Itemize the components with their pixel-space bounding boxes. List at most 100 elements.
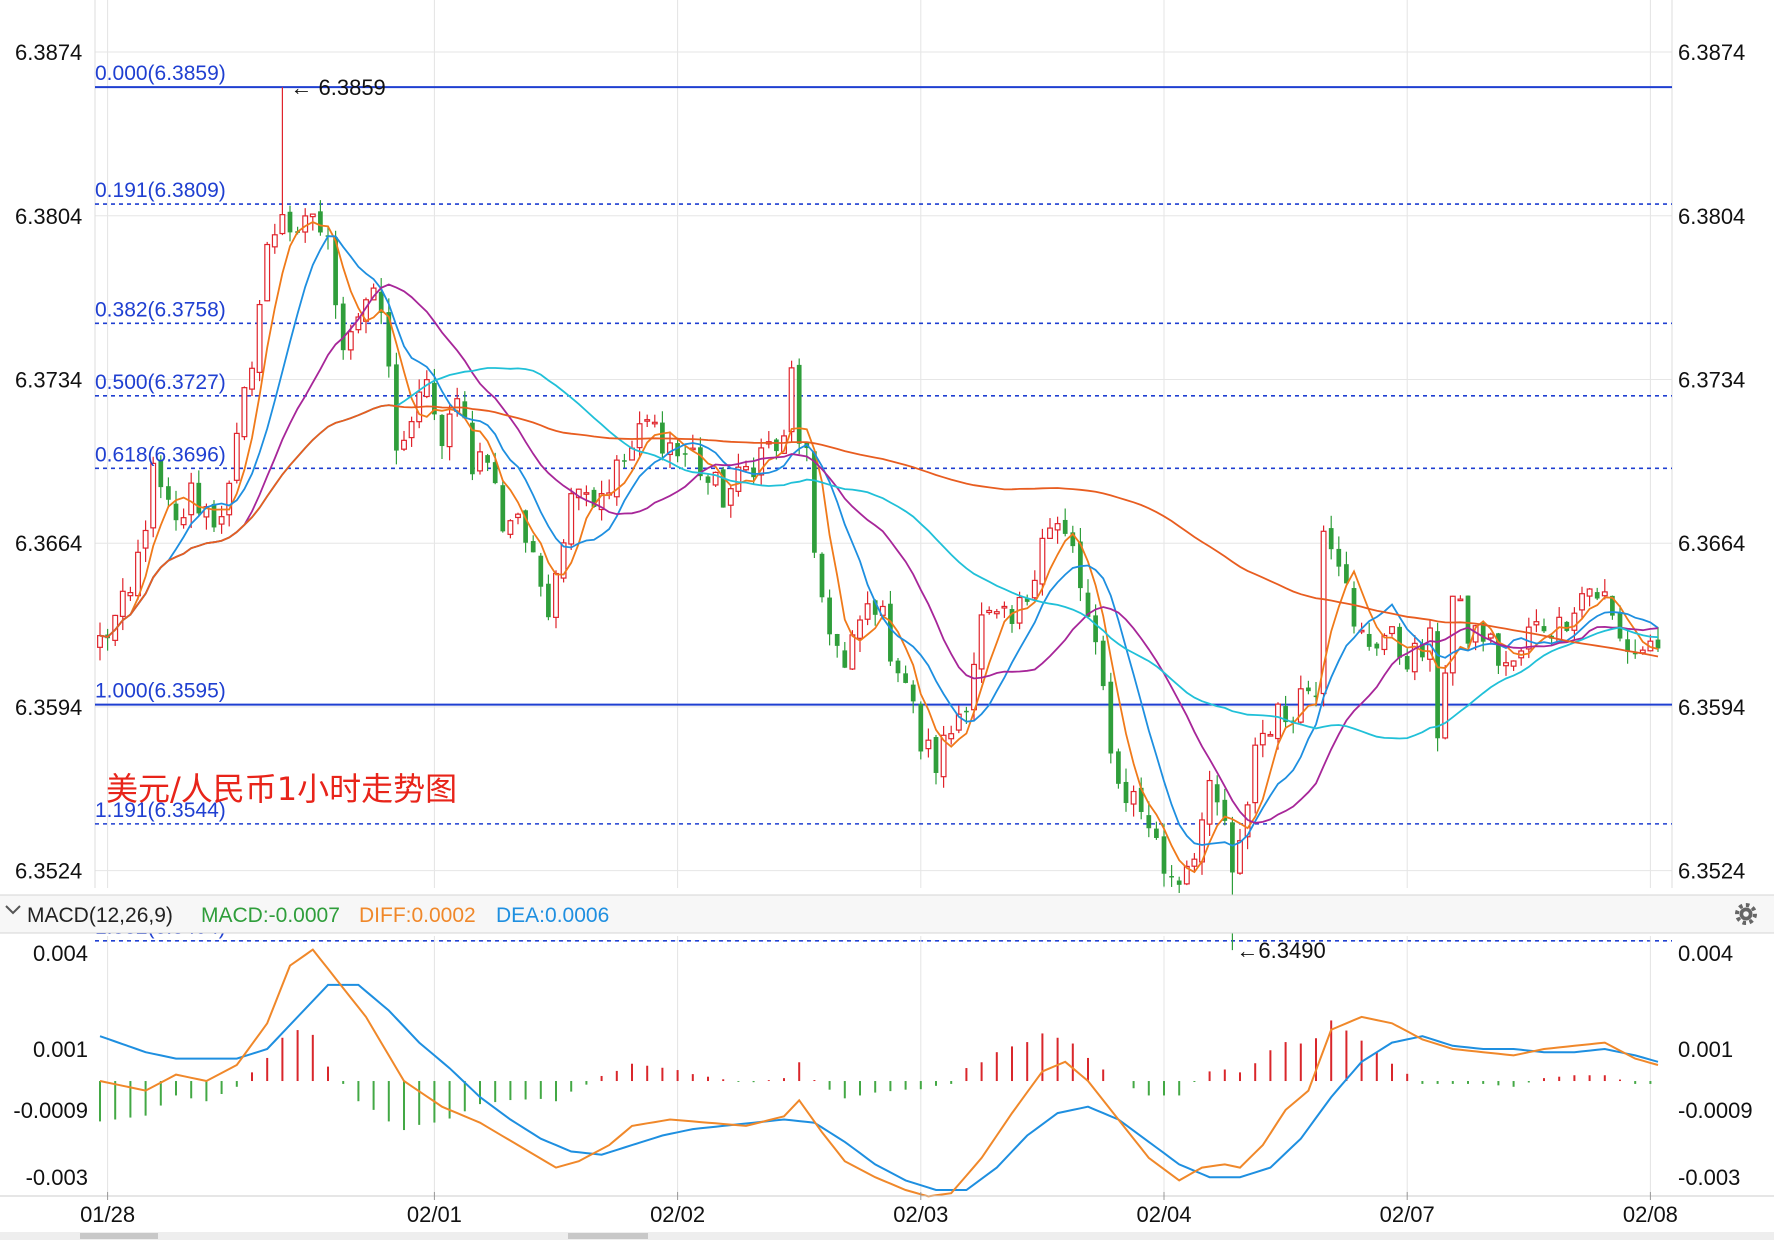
candle-body-up	[553, 572, 559, 618]
candle-body-down	[1435, 631, 1440, 739]
candle-body-down	[796, 364, 802, 444]
candle-body-down	[1230, 822, 1235, 873]
candle-body-up	[788, 367, 795, 433]
candle-body-up	[1525, 626, 1532, 650]
candle-body-down	[819, 553, 825, 598]
candle-body-down	[1328, 528, 1334, 550]
candle-body-down	[964, 710, 969, 713]
candle-body-up	[142, 529, 149, 549]
candle-body-down	[492, 462, 498, 484]
dea-value-label: DEA:0.0006	[496, 904, 609, 927]
collapse-chevron-icon[interactable]	[5, 905, 21, 915]
fib-level-label: 0.382(6.3758)	[95, 298, 226, 321]
time-axis: 01/28 02/01 02/02 02/03 02/04 02/07 02/08	[80, 1192, 1678, 1227]
candle-body-up	[948, 733, 955, 740]
macd-tick-label-right: -0.0009	[1678, 1098, 1753, 1123]
candle-body-up	[135, 551, 141, 597]
candle-body-down	[1062, 519, 1068, 534]
candle-body-down	[470, 422, 475, 475]
candle-body-up	[971, 663, 977, 711]
candle-body-down	[1093, 615, 1098, 643]
candle-body-down	[827, 597, 832, 635]
price-tick-label: 6.3874	[15, 40, 82, 65]
candle-body-down	[888, 603, 893, 662]
candle-body-down	[698, 447, 703, 477]
candle-body-down	[705, 476, 711, 483]
bottom-scrollbar-track[interactable]	[0, 1232, 1774, 1240]
candle-body-up	[712, 471, 719, 486]
fib-level-label: 1.191(6.3544)	[95, 799, 226, 822]
candle-body-up	[1389, 626, 1395, 635]
candle-body-up	[1381, 634, 1388, 651]
candle-body-down	[1283, 706, 1288, 723]
candle-body-down	[340, 303, 346, 351]
candle-body-up	[127, 592, 134, 597]
candle-body-up	[1510, 660, 1517, 667]
candle-body-down	[196, 482, 202, 514]
price-tick-label-right: 6.3804	[1678, 204, 1745, 229]
candle-body-up	[1487, 633, 1494, 639]
candle-body-down	[675, 443, 680, 457]
candle-body-up	[743, 465, 749, 471]
candle-body-down	[1625, 639, 1630, 652]
candle-body-up	[477, 451, 483, 472]
candle-body-down	[1214, 784, 1220, 803]
candle-body-up	[1039, 537, 1046, 585]
candle-body-down	[546, 583, 551, 618]
candle-body-down	[1496, 633, 1501, 666]
candle-body-down	[1564, 621, 1570, 631]
candle-body-down	[1138, 787, 1144, 812]
candle-body-up	[249, 367, 255, 390]
candle-body-up	[256, 303, 263, 373]
candle-body-up	[1571, 612, 1578, 631]
candle-body-down	[1070, 532, 1076, 547]
candle-body-up	[1503, 662, 1509, 667]
candle-body-up	[347, 331, 354, 351]
candle-body-up	[423, 379, 430, 398]
macd-vertical-gridlines	[107, 936, 1651, 1196]
candle-body-down	[1480, 623, 1486, 642]
candle-body-up	[180, 517, 187, 526]
bottom-scrollbar-thumb-2[interactable]	[568, 1233, 648, 1239]
candle-body-down	[211, 503, 217, 528]
candle-body-down	[720, 469, 726, 508]
candle-body-down	[622, 460, 627, 462]
candle-body-up	[758, 447, 765, 476]
candle-body-down	[1024, 598, 1030, 602]
candle-body-up	[1297, 688, 1304, 723]
time-tick-label: 01/28	[80, 1202, 135, 1227]
settings-gear-icon[interactable]	[1735, 903, 1757, 925]
candle-body-up	[1457, 598, 1464, 602]
candle-body-up	[727, 488, 734, 506]
fib-level-label: 0.000(6.3859)	[95, 62, 226, 85]
candle-body-up	[1533, 621, 1540, 626]
candle-body-down	[394, 364, 399, 451]
fibonacci-levels	[95, 86, 1672, 942]
bottom-scrollbar-thumb[interactable]	[80, 1233, 158, 1239]
candle-body-up	[568, 493, 575, 545]
candle-body-down	[1541, 626, 1547, 632]
candle-body-down	[439, 414, 445, 447]
candle-body-up	[986, 609, 993, 614]
candle-body-up	[857, 619, 863, 639]
candle-body-down	[530, 541, 536, 553]
price-axis-right: 6.3874 6.3804 6.3734 6.3664 6.3594 6.3524	[1678, 40, 1745, 884]
candle-body-down	[1100, 640, 1106, 687]
candle-body-up	[1183, 865, 1190, 885]
candle-body-down	[1222, 799, 1228, 821]
candle-body-up	[864, 603, 871, 620]
fib-level-label: 0.191(6.3809)	[95, 179, 226, 202]
candle-body-down	[1336, 548, 1342, 567]
price-panel: 0.000(6.3859) 0.191(6.3809) 0.382(6.3758) 0…	[15, 0, 1745, 963]
candle-body-up	[1206, 779, 1213, 825]
candle-body-up	[119, 590, 126, 617]
moving-average-line	[99, 220, 1659, 874]
macd-header: MACD(12,26,9) MACD:-0.0007 DIFF:0.0002 D…	[0, 894, 1774, 934]
candle-body-down	[1610, 595, 1615, 616]
candle-body-down	[591, 489, 597, 507]
candle-body-down	[1161, 836, 1167, 874]
candle-body-up	[401, 439, 407, 450]
candlesticks	[97, 87, 1661, 951]
candle-body-down	[834, 633, 840, 646]
